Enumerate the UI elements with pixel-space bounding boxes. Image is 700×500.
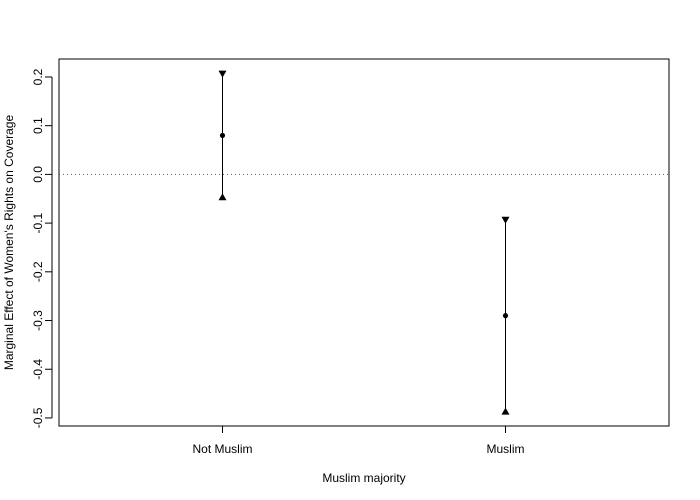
x-axis: Not Muslim Muslim xyxy=(192,425,525,456)
y-tick-label: -0.3 xyxy=(31,310,45,331)
x-tick-label: Muslim xyxy=(487,442,525,456)
y-axis: -0.5 -0.4 -0.3 -0.2 -0.1 0.0 0.1 0.2 xyxy=(31,68,53,428)
lower-bound-marker xyxy=(218,193,227,201)
y-tick-label: -0.1 xyxy=(31,212,45,233)
interval-marks xyxy=(218,70,510,415)
y-tick-label: -0.2 xyxy=(31,261,45,282)
y-tick-label: 0.2 xyxy=(31,68,45,85)
x-tick-label: Not Muslim xyxy=(192,442,252,456)
lower-bound-marker xyxy=(501,407,510,415)
y-tick-label: -0.4 xyxy=(31,359,45,380)
y-tick-label: -0.5 xyxy=(31,407,45,428)
estimate-point xyxy=(219,132,226,139)
y-tick-label: 0.0 xyxy=(31,166,45,183)
x-axis-title: Muslim majority xyxy=(322,471,405,485)
plot-frame xyxy=(58,58,670,427)
estimate-point xyxy=(502,313,509,319)
y-axis-title: Marginal Effect of Women's Rights on Cov… xyxy=(2,115,16,371)
upper-bound-marker xyxy=(218,70,227,78)
y-tick-label: 0.1 xyxy=(31,117,45,134)
upper-bound-marker xyxy=(501,216,510,224)
